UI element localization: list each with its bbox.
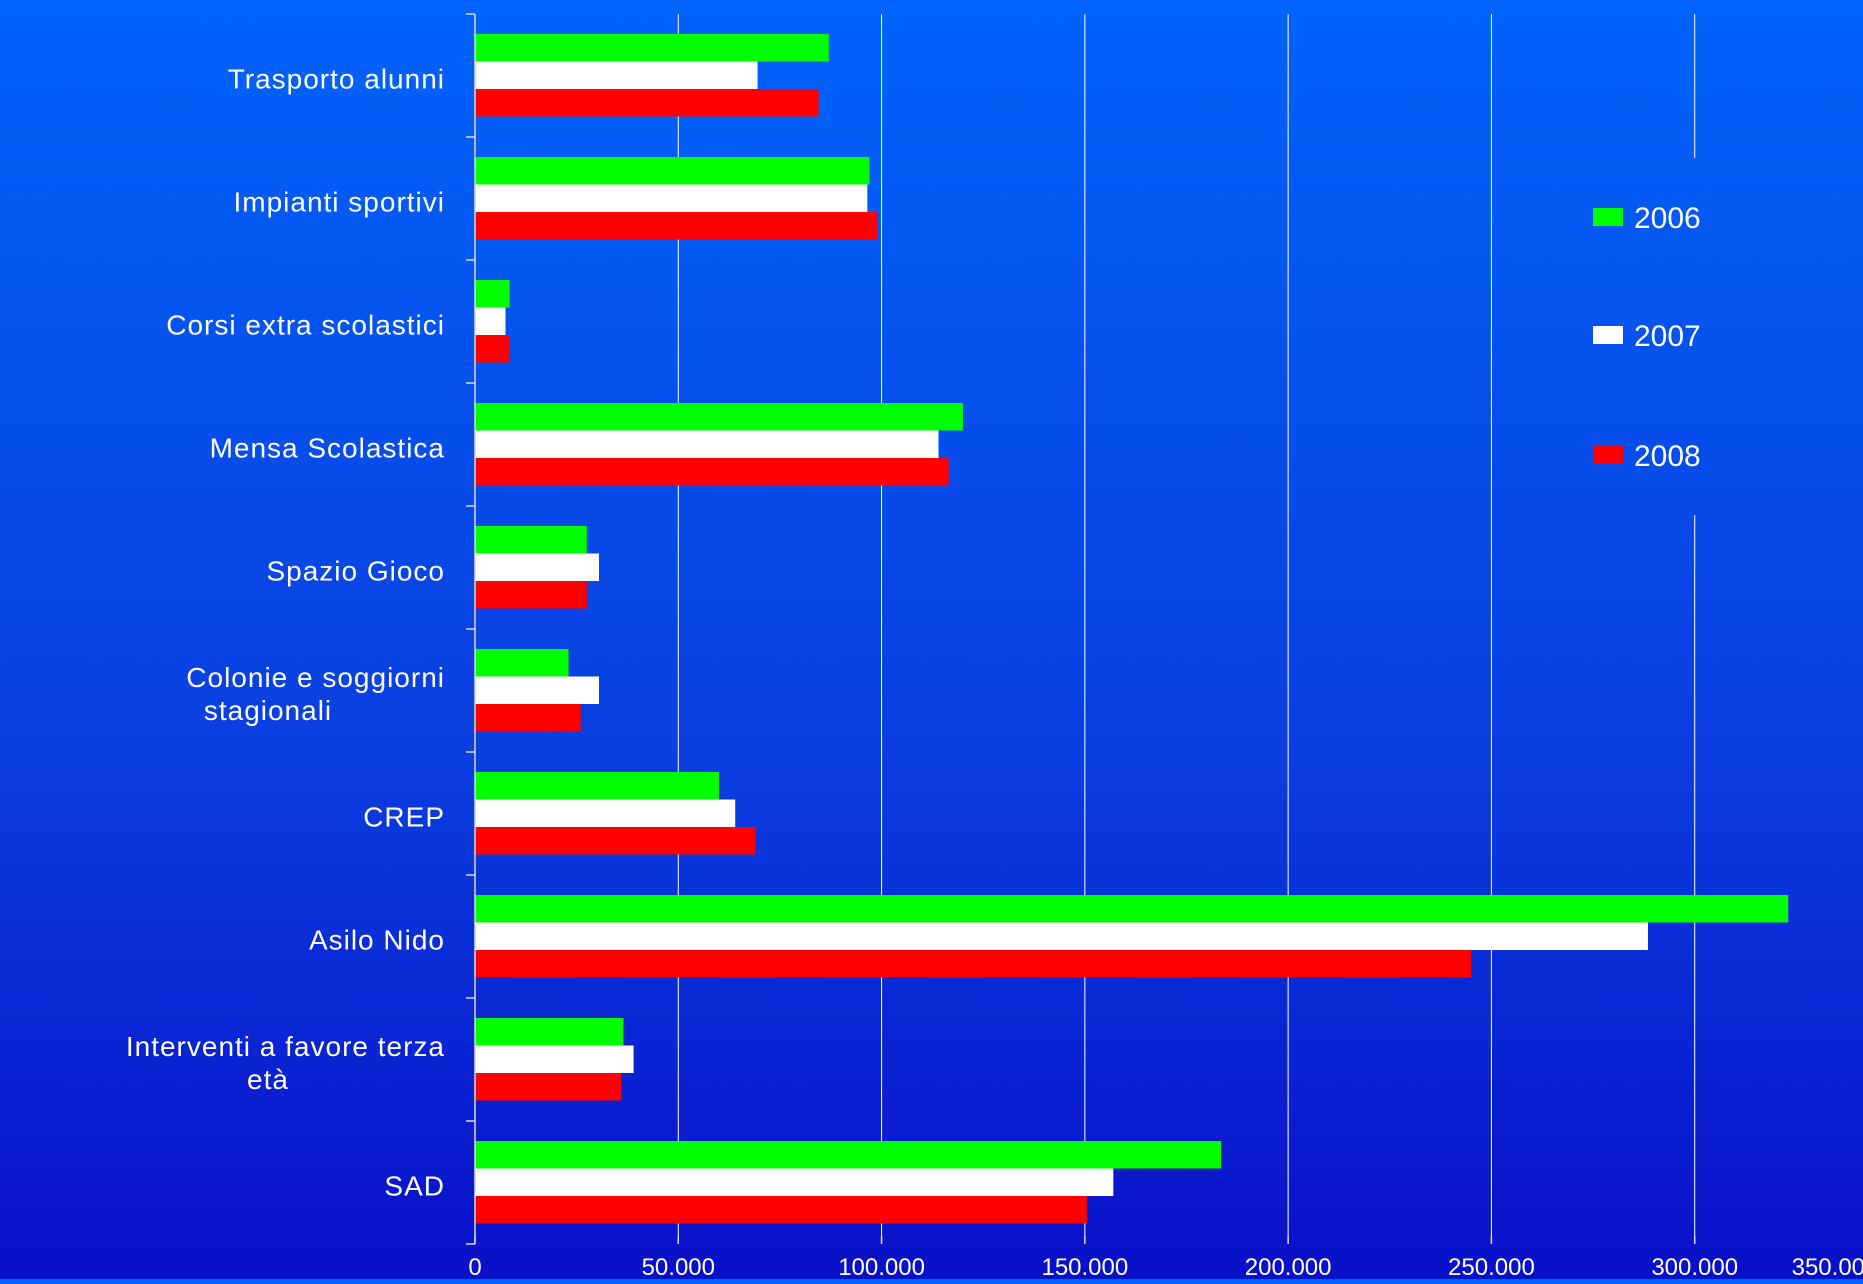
bar-2007 [475, 553, 600, 581]
bar-2006 [475, 649, 569, 677]
category-label: CREP [363, 802, 445, 833]
bar-2007 [475, 184, 868, 212]
bar-2006 [475, 280, 510, 308]
category-label: Trasporto alunni [228, 64, 445, 95]
bar-2006 [475, 157, 870, 185]
category-label: Mensa Scolastica [210, 433, 445, 464]
x-tick-label: 350.000 [1792, 1254, 1863, 1279]
bar-2008 [475, 89, 819, 117]
bar-2006 [475, 772, 719, 800]
bar-2006 [475, 403, 963, 431]
legend-swatch [1593, 326, 1623, 344]
x-tick-label: 100.000 [838, 1254, 925, 1279]
category-label: SAD [384, 1171, 445, 1202]
bar-2008 [475, 704, 581, 732]
bar-2007 [475, 307, 506, 335]
x-tick-label: 150.000 [1041, 1254, 1128, 1279]
bar-2006 [475, 895, 1789, 923]
bar-2008 [475, 212, 878, 240]
category-label: Colonie e soggiorni [186, 662, 445, 693]
bar-2007 [475, 1168, 1114, 1196]
x-tick-label: 250.000 [1448, 1254, 1535, 1279]
bar-2006 [475, 1141, 1222, 1169]
x-tick-label: 50.000 [642, 1254, 715, 1279]
legend-label: 2006 [1634, 202, 1701, 235]
category-label: stagionali [204, 695, 332, 726]
bar-2008 [475, 458, 949, 486]
bar-2008 [475, 827, 756, 855]
category-label: Corsi extra scolastici [166, 310, 445, 341]
bar-2006 [475, 34, 829, 62]
bar-2008 [475, 581, 587, 609]
legend-swatch [1593, 208, 1623, 226]
category-label: Impianti sportivi [233, 187, 445, 218]
bar-2008 [475, 1196, 1087, 1224]
bar-2007 [475, 1045, 634, 1073]
bar-2007 [475, 676, 600, 704]
category-label: età [247, 1064, 289, 1095]
x-tick-label: 200.000 [1245, 1254, 1332, 1279]
x-tick-label: 300.000 [1651, 1254, 1738, 1279]
bar-2007 [475, 61, 758, 89]
category-label: Interventi a favore terza [126, 1031, 445, 1062]
bar-2008 [475, 1073, 622, 1101]
bar-2008 [475, 950, 1472, 978]
bar-2007 [475, 799, 736, 827]
legend-label: 2007 [1634, 320, 1701, 353]
category-label: Asilo Nido [309, 925, 445, 956]
bar-2008 [475, 335, 510, 363]
legend-swatch [1593, 446, 1623, 464]
x-tick-label: 0 [468, 1254, 481, 1279]
bar-2006 [475, 526, 587, 554]
bar-2007 [475, 922, 1648, 950]
bar-2007 [475, 430, 939, 458]
category-label: Spazio Gioco [266, 556, 445, 587]
bar-2006 [475, 1018, 624, 1046]
legend-label: 2008 [1634, 440, 1701, 473]
